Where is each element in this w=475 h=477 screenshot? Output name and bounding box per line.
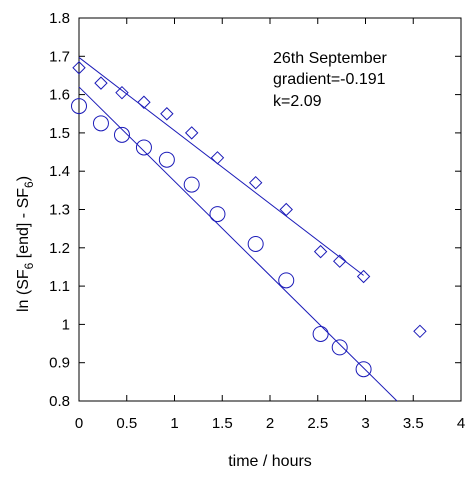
- data-markers: [71, 61, 427, 378]
- diamond-point: [115, 85, 129, 100]
- circle-point: [71, 98, 87, 115]
- y-tick-label: 0.9: [49, 355, 70, 372]
- x-axis-ticks: 0 0.5 1 1.5 2 2.5 3 3.5 4: [75, 18, 465, 432]
- y-tick-label: 1.4: [49, 163, 70, 180]
- circle-point: [183, 176, 200, 193]
- y-tick-label: 1.1: [49, 278, 70, 295]
- diamond-point: [248, 175, 263, 190]
- x-tick-label: 2: [266, 415, 274, 432]
- annotation-k: k=2.09: [273, 93, 322, 110]
- circle-point: [158, 151, 175, 168]
- diamond-point: [184, 126, 199, 140]
- annotation-block: 26th September gradient=-0.191 k=2.09: [273, 50, 388, 110]
- y-tick-label: 1.3: [49, 202, 70, 219]
- circle-fit-line: [78, 86, 398, 402]
- diamond-point: [160, 107, 174, 121]
- x-axis-title: time / hours: [228, 453, 312, 470]
- circle-point: [355, 361, 372, 378]
- circle-point: [92, 115, 109, 132]
- y-axis-ticks: 0.8 0.9 1 1.1 1.2 1.3 1.4 1.5 1.6 1.7 1.8: [49, 10, 461, 410]
- x-tick-label: 1.5: [212, 415, 233, 432]
- circle-point: [135, 139, 152, 156]
- annotation-date: 26th September: [273, 50, 388, 67]
- y-tick-label: 1.6: [49, 87, 70, 104]
- diamond-point: [94, 76, 108, 90]
- diamond-point: [137, 95, 151, 109]
- x-tick-label: 4: [457, 415, 465, 432]
- y-tick-label: 1.5: [49, 125, 70, 142]
- x-tick-label: 0.5: [116, 415, 137, 432]
- y-tick-label: 0.8: [49, 393, 70, 410]
- diamond-point: [279, 202, 293, 217]
- circle-point: [278, 272, 295, 289]
- y-axis-title: ln (SF6 [end] - SF6): [15, 176, 36, 312]
- y-tick-label: 1.8: [49, 10, 70, 27]
- diamond-point: [313, 244, 328, 259]
- y-tick-label: 1.2: [49, 240, 70, 257]
- diamond-point: [210, 151, 225, 165]
- circle-point: [247, 235, 264, 252]
- y-tick-label: 1.7: [49, 48, 70, 65]
- circle-point: [331, 339, 348, 356]
- diamond-point: [333, 254, 347, 268]
- diamond-point: [413, 324, 427, 339]
- x-tick-label: 0: [75, 415, 83, 432]
- circle-point: [113, 126, 130, 143]
- x-tick-label: 3.5: [403, 415, 424, 432]
- fit-lines: [78, 57, 398, 402]
- annotation-gradient: gradient=-0.191: [273, 71, 386, 88]
- x-tick-label: 1: [170, 415, 178, 432]
- diamond-point: [356, 269, 371, 284]
- circle-point: [312, 325, 329, 342]
- y-tick-label: 1: [62, 316, 70, 333]
- diamond-point: [72, 61, 86, 75]
- plot-border: [78, 17, 462, 402]
- x-tick-label: 2.5: [307, 415, 328, 432]
- circle-point: [209, 206, 226, 223]
- x-tick-label: 3: [361, 415, 369, 432]
- plot-area: [78, 17, 462, 402]
- diamond-fit-line: [78, 57, 364, 276]
